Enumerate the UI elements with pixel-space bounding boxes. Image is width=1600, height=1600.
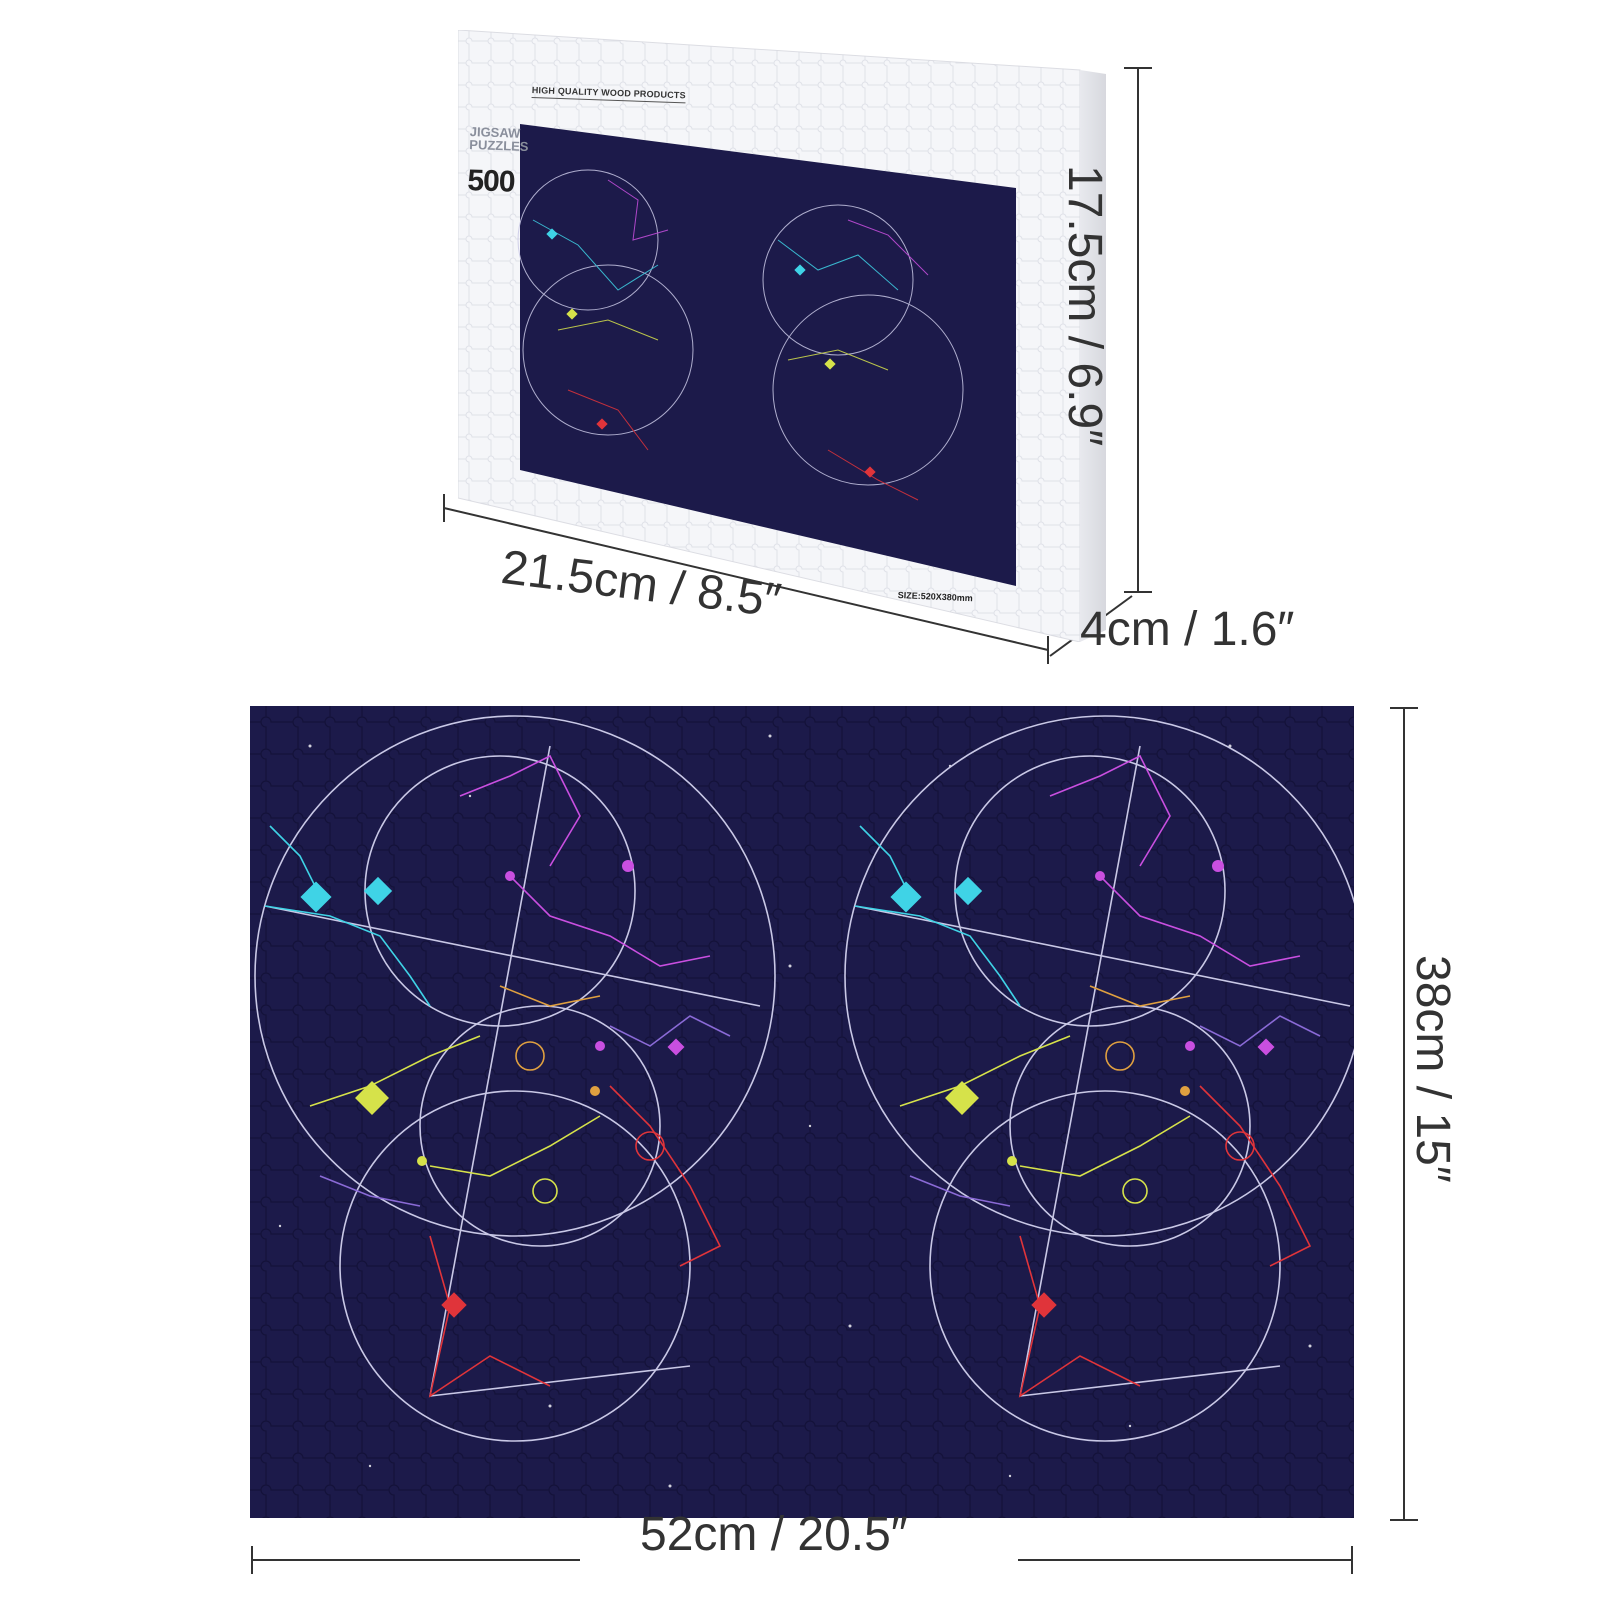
puzzle-width-label: 52cm / 20.5″ xyxy=(640,1508,908,1561)
box-depth-label: 4cm / 1.6″ xyxy=(1080,603,1295,656)
puzzle-height-label: 38cm / 15″ xyxy=(1406,955,1459,1183)
product-type-label: JIGSAW PUZZLES xyxy=(469,124,529,155)
constellation-artwork xyxy=(250,706,1354,1518)
product-type-line-2: PUZZLES xyxy=(469,136,529,155)
puzzle-box-illustration xyxy=(458,30,1106,642)
piece-count: 500 xyxy=(466,164,516,199)
puzzle-artwork xyxy=(250,706,1354,1518)
box-height-label: 17.5cm / 6.9″ xyxy=(1058,165,1111,447)
puzzle-box: HIGH QUALITY WOOD PRODUCTS JIGSAW PUZZLE… xyxy=(458,30,1106,642)
